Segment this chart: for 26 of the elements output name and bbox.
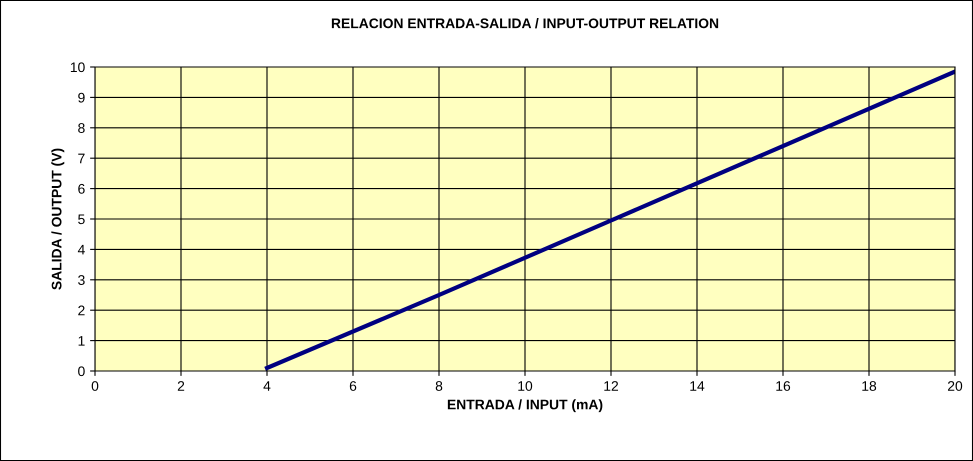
y-tick-label: 9 (78, 92, 85, 103)
x-axis-title: ENTRADA / INPUT (mA) (448, 399, 602, 412)
line-series (264, 69, 955, 370)
x-tick-label: 8 (436, 381, 442, 391)
y-tick-label: 6 (78, 184, 85, 194)
x-tick-label: 18 (862, 381, 876, 391)
y-tick-label: 2 (78, 306, 85, 316)
y-tick-label: 1 (78, 336, 85, 346)
x-tick-label: 16 (776, 381, 790, 391)
x-tick-label: 4 (263, 381, 270, 391)
y-tick-label: 0 (78, 366, 85, 376)
y-axis-title: SALIDA / OUTPUT (V) (51, 148, 64, 290)
y-tick-label: 5 (78, 214, 85, 224)
x-tick-label: 0 (92, 381, 98, 391)
x-tick-label: 10 (518, 381, 532, 391)
x-tick-label: 2 (178, 381, 184, 391)
y-tick-label: 4 (78, 244, 85, 254)
x-tick-label: 20 (948, 381, 962, 391)
y-tick-label: 3 (78, 275, 85, 285)
x-tick-label: 12 (604, 381, 618, 391)
y-tick-label: 8 (78, 123, 85, 133)
x-tick-label: 6 (350, 381, 356, 391)
chart-title: RELACION ENTRADA-SALIDA / INPUT-OUTPUT RELATION (332, 18, 718, 28)
x-tick-label: 14 (690, 381, 704, 391)
y-tick-label: 7 (78, 154, 85, 164)
y-tick-label: 10 (70, 62, 85, 72)
